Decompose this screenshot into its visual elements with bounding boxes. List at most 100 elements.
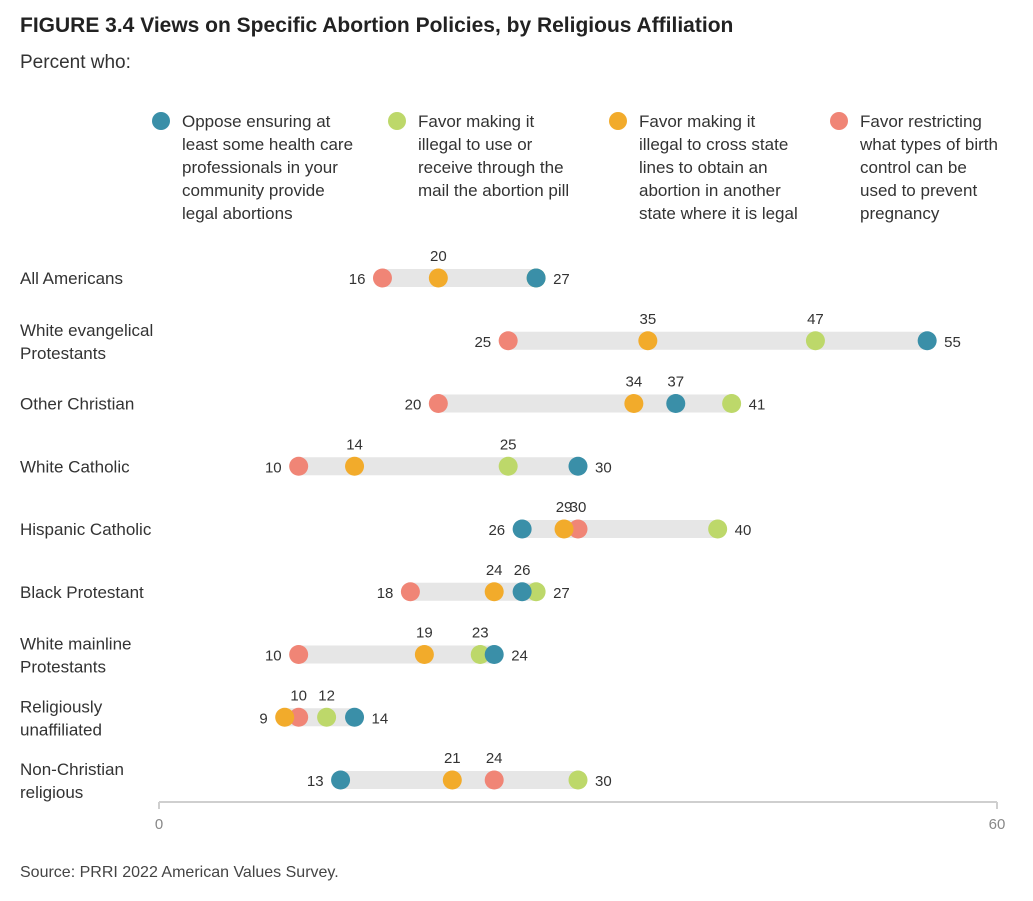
dot-cross-state — [484, 582, 504, 602]
value-label: 34 — [626, 374, 643, 391]
category-label: Hispanic Catholic — [20, 520, 152, 539]
value-label: 10 — [265, 648, 282, 665]
value-label: 26 — [488, 522, 505, 539]
value-label: 26 — [514, 562, 531, 579]
range-track — [298, 457, 578, 476]
dot-oppose — [917, 331, 937, 351]
chart-title: FIGURE 3.4 Views on Specific Abortion Po… — [20, 14, 734, 37]
dot-birth-control — [400, 582, 420, 602]
chart-subtitle: Percent who: — [20, 52, 131, 73]
dot-cross-state — [638, 331, 658, 351]
dot-pill — [317, 707, 337, 727]
dot-cross-state — [275, 707, 295, 727]
legend-label-oppose: Oppose ensuring at least some health car… — [182, 112, 354, 223]
dot-oppose — [345, 707, 365, 727]
range-track — [508, 331, 928, 350]
legend-label-cross-state: Favor making it illegal to cross state l… — [639, 112, 798, 223]
value-label: 14 — [346, 436, 363, 453]
category-label: Religiously unaffiliated — [20, 697, 103, 739]
dot-birth-control — [289, 707, 309, 727]
dot-pill — [568, 770, 588, 790]
value-label: 20 — [430, 248, 447, 265]
dot-pill — [470, 645, 490, 664]
dot-cross-state — [414, 645, 434, 664]
value-label: 30 — [570, 499, 587, 516]
legend-dot-birth-control — [830, 112, 848, 130]
value-label: 14 — [372, 710, 389, 727]
value-label: 40 — [735, 522, 752, 539]
category-label: All Americans — [20, 269, 123, 288]
value-label: 37 — [667, 374, 684, 391]
range-track — [382, 269, 537, 287]
dot-birth-control — [372, 268, 392, 288]
legend-label-birth-control: Favor restricting what types of birth co… — [860, 112, 998, 223]
dot-pill — [708, 519, 728, 539]
dot-oppose — [568, 456, 588, 476]
dot-cross-state — [442, 770, 462, 790]
value-label: 30 — [595, 773, 612, 790]
dot-birth-control — [289, 456, 309, 476]
range-track — [410, 582, 537, 601]
source-note: Source: PRRI 2022 American Values Survey… — [20, 864, 339, 881]
value-label: 12 — [318, 687, 335, 704]
value-label: 27 — [553, 271, 570, 288]
value-label: 41 — [749, 397, 766, 414]
legend-dot-cross-state — [609, 112, 627, 130]
dot-pill — [526, 582, 546, 602]
dot-cross-state — [554, 519, 574, 539]
value-label: 18 — [377, 585, 394, 602]
dot-pill — [498, 456, 518, 476]
value-label: 25 — [474, 334, 491, 351]
value-label: 24 — [511, 648, 528, 665]
dot-oppose — [666, 394, 686, 413]
legend-label-pill: Favor making it illegal to use or receiv… — [418, 112, 570, 200]
category-label: Non-Christian religious — [20, 760, 124, 802]
x-tick-label: 0 — [155, 816, 163, 833]
value-label: 10 — [290, 687, 307, 704]
value-label: 30 — [595, 459, 612, 476]
value-label: 29 — [556, 499, 573, 516]
value-label: 10 — [265, 459, 282, 476]
dot-oppose — [526, 268, 546, 288]
value-label: 25 — [500, 436, 517, 453]
dot-oppose — [512, 519, 532, 539]
category-label: Other Christian — [20, 395, 134, 414]
category-label: White Catholic — [20, 457, 130, 476]
value-label: 21 — [444, 750, 461, 767]
category-label: Black Protestant — [20, 583, 144, 602]
value-label: 24 — [486, 750, 503, 767]
legend-dot-pill — [388, 112, 406, 130]
range-track — [438, 394, 732, 413]
category-label: White evangelical Protestants — [20, 321, 153, 363]
category-label: White mainline Protestants — [20, 635, 132, 677]
value-label: 20 — [405, 397, 422, 414]
dot-cross-state — [428, 268, 448, 288]
value-label: 16 — [349, 271, 366, 288]
dot-birth-control — [428, 394, 448, 413]
dot-cross-state — [624, 394, 644, 413]
dot-oppose — [331, 770, 351, 790]
dot-pill — [722, 394, 742, 413]
dot-pill — [805, 331, 825, 351]
value-label: 23 — [472, 625, 489, 642]
dot-birth-control — [568, 519, 588, 539]
value-label: 47 — [807, 311, 824, 328]
value-label: 24 — [486, 562, 503, 579]
dot-cross-state — [345, 456, 365, 476]
dot-birth-control — [484, 770, 504, 790]
value-label: 27 — [553, 585, 570, 602]
dot-birth-control — [498, 331, 518, 351]
value-label: 13 — [307, 773, 324, 790]
x-tick-label: 60 — [989, 816, 1006, 833]
dot-oppose — [484, 645, 504, 664]
dot-birth-control — [289, 645, 309, 664]
value-label: 55 — [944, 334, 961, 351]
value-label: 19 — [416, 625, 433, 642]
value-label: 35 — [639, 311, 656, 328]
legend-dot-oppose — [152, 112, 170, 130]
range-track — [522, 520, 718, 538]
range-track — [298, 645, 495, 664]
value-label: 9 — [259, 710, 267, 727]
dot-oppose — [512, 582, 532, 602]
